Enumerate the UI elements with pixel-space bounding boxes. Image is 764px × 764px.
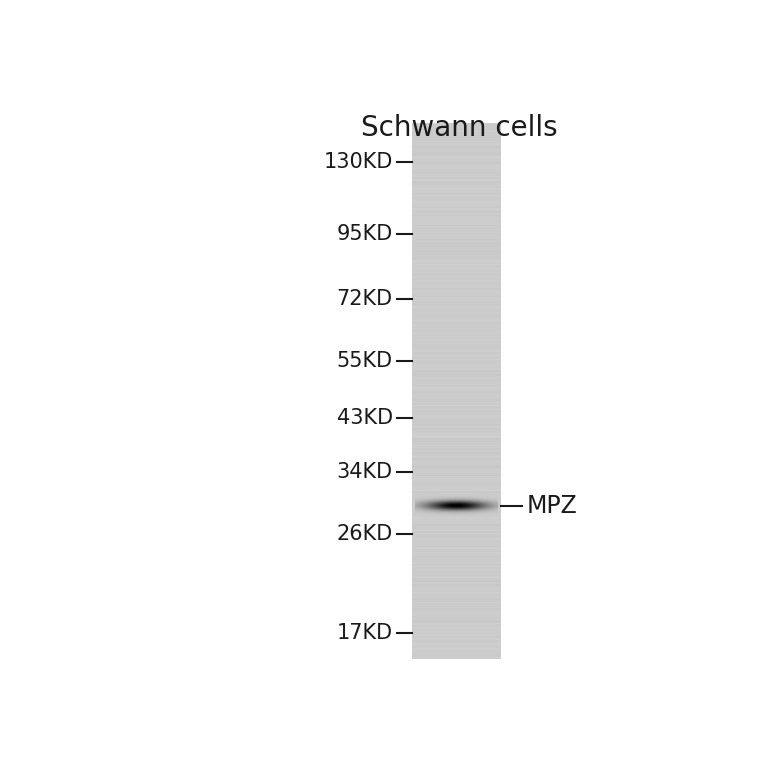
Text: 43KD: 43KD bbox=[337, 408, 393, 428]
Text: 95KD: 95KD bbox=[336, 225, 393, 244]
Text: 17KD: 17KD bbox=[337, 623, 393, 643]
Text: 130KD: 130KD bbox=[323, 152, 393, 172]
Text: 55KD: 55KD bbox=[337, 351, 393, 371]
Text: MPZ: MPZ bbox=[526, 494, 578, 518]
Text: 72KD: 72KD bbox=[337, 289, 393, 309]
Text: 26KD: 26KD bbox=[336, 524, 393, 544]
Text: Schwann cells: Schwann cells bbox=[361, 114, 558, 142]
Text: 34KD: 34KD bbox=[337, 462, 393, 482]
